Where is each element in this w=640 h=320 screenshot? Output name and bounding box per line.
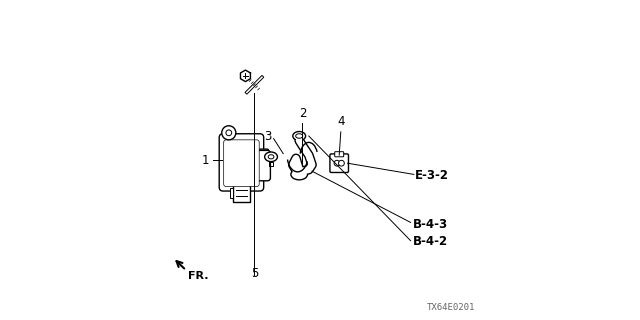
Ellipse shape — [292, 132, 306, 140]
Text: 5: 5 — [251, 267, 258, 280]
Ellipse shape — [296, 134, 303, 138]
FancyBboxPatch shape — [233, 184, 250, 202]
Circle shape — [334, 160, 340, 166]
Circle shape — [339, 160, 344, 166]
FancyBboxPatch shape — [230, 188, 234, 198]
Circle shape — [226, 130, 232, 136]
Text: E-3-2: E-3-2 — [415, 169, 449, 182]
Text: 3: 3 — [264, 130, 272, 142]
Polygon shape — [241, 70, 250, 82]
Ellipse shape — [268, 155, 274, 159]
Text: TX64E0201: TX64E0201 — [427, 303, 475, 312]
FancyBboxPatch shape — [258, 149, 269, 160]
Ellipse shape — [291, 169, 307, 180]
Polygon shape — [245, 76, 264, 94]
FancyBboxPatch shape — [335, 152, 344, 157]
Ellipse shape — [265, 152, 277, 162]
Text: B-4-2: B-4-2 — [413, 235, 448, 248]
Text: B-4-3: B-4-3 — [413, 218, 448, 230]
Text: 4: 4 — [337, 115, 344, 128]
Text: 1: 1 — [202, 154, 210, 166]
Circle shape — [221, 126, 236, 140]
Text: FR.: FR. — [188, 271, 209, 281]
FancyBboxPatch shape — [256, 150, 270, 181]
FancyBboxPatch shape — [224, 140, 259, 187]
FancyBboxPatch shape — [219, 134, 264, 191]
FancyBboxPatch shape — [330, 154, 349, 172]
Text: 2: 2 — [299, 107, 306, 120]
